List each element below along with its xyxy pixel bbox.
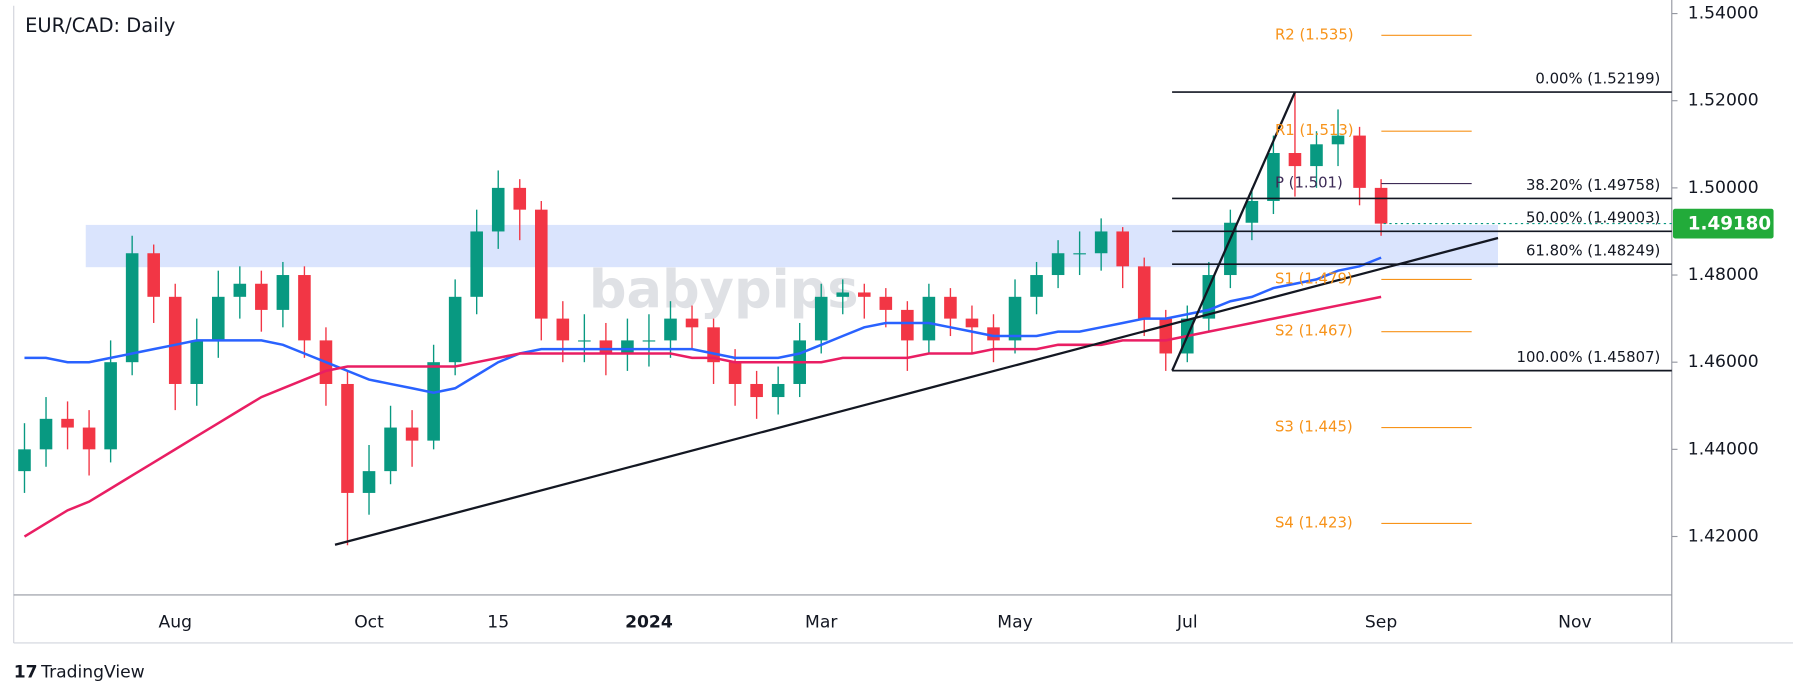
footer-logo: 𝟭𝟳 TradingView [14,663,145,683]
front-layer: 0.00% (1.52199) 38.20% (1.49758) 50.00% (1… [23,25,1672,546]
fib-label: 61.80% (1.48249) [1526,242,1660,260]
pivot-label: S4 (1.423) [1275,513,1353,531]
pivot-label: R1 (1.513) [1275,121,1354,139]
candle-body [599,340,613,354]
x-tick-label: Oct [354,612,384,632]
candle-body [298,275,311,341]
fib-label: 0.00% (1.52199) [1535,69,1660,87]
pivot-label: S2 (1.467) [1275,322,1353,340]
y-tick-label: 1.52000 [1688,91,1759,111]
y-tick-label: 1.48000 [1688,265,1759,285]
x-tick-label: Jul [1176,612,1198,632]
pivot-label: S1 (1.479) [1275,269,1353,287]
candle-body [513,187,527,210]
moving-average [23,295,1382,538]
candle-body [470,231,483,297]
candle-body [1051,253,1065,276]
watermark: babypips [589,260,859,321]
candle-body [901,309,914,341]
candle-body [944,296,957,319]
y-tick-label: 1.44000 [1688,439,1759,459]
candle-body [168,296,182,384]
current-price-label: 1.49180 [1688,214,1771,235]
candle-body [125,253,139,363]
x-tick-label: Aug [158,612,191,632]
candle-body [341,383,354,493]
candle-body [1137,266,1151,319]
x-tick-label: 15 [487,612,509,632]
candle-body [1374,187,1388,224]
candle-body [384,427,397,472]
pivot-label: S3 (1.445) [1275,418,1353,436]
y-tick-label: 1.42000 [1688,526,1759,546]
candle-body [211,296,225,341]
x-tick-label: Mar [805,612,838,632]
logo-mark: 𝟭𝟳 [14,663,38,683]
candle-body [1073,253,1086,255]
candle-body [1116,231,1129,267]
candle-body [965,318,979,328]
fib-label: 50.00% (1.49003) [1526,209,1660,227]
chart-title: EUR/CAD: Daily [25,14,175,37]
candle-body [621,340,634,354]
candle-body [1267,153,1280,201]
x-tick-label: Sep [1365,612,1397,632]
trendline [334,236,1499,546]
pivot-label: R2 (1.535) [1275,25,1354,43]
fib-label: 100.00% (1.45807) [1516,348,1660,366]
fib-label: 38.20% (1.49758) [1526,176,1660,194]
candle-body [685,318,699,328]
moving-average [24,256,1382,395]
candle-body [405,427,419,441]
candle-body [18,449,31,472]
candle-body [190,340,204,384]
candle-body [879,296,893,310]
candle-body [1310,144,1323,167]
candle-body [491,187,505,232]
candle-body [61,418,74,428]
candle-body [276,275,290,310]
candle-body [1288,153,1302,167]
candle-body [427,362,440,441]
candle-body [556,318,570,341]
candle-body [255,283,268,310]
candle-body [1331,135,1345,145]
candle-body [1245,200,1259,223]
x-tick-label: May [997,612,1032,632]
y-tick-label: 1.46000 [1688,352,1759,372]
candle-body [642,340,656,342]
candle-body [836,292,850,297]
candle-body [1224,222,1237,276]
candle-body [1353,135,1366,188]
candle-body [578,340,591,342]
x-tick-label: 2024 [625,612,673,632]
candle-body [771,383,785,398]
candle-body [922,296,936,341]
candle-body [233,283,247,297]
pivot-label: P (1.501) [1275,174,1343,192]
candle-body [82,427,96,450]
candle-body [664,318,677,341]
footer-text: TradingView [40,663,145,683]
candle-body [147,253,160,297]
candle-body [857,292,871,297]
y-tick-label: 1.54000 [1688,4,1759,24]
candle-body [448,296,462,363]
candle-body [362,471,376,493]
y-tick-label: 1.50000 [1688,178,1759,198]
candle-body [814,296,828,341]
current-price-box [1672,208,1774,239]
candle-body [534,209,548,319]
x-tick-label: Nov [1558,612,1591,632]
candle-body [750,383,763,398]
candle-body [1094,231,1108,254]
candle-body [104,362,117,450]
candle-body [1030,275,1043,297]
candle-body [728,362,742,384]
candle-body [1008,296,1022,341]
candle-body [39,418,53,450]
